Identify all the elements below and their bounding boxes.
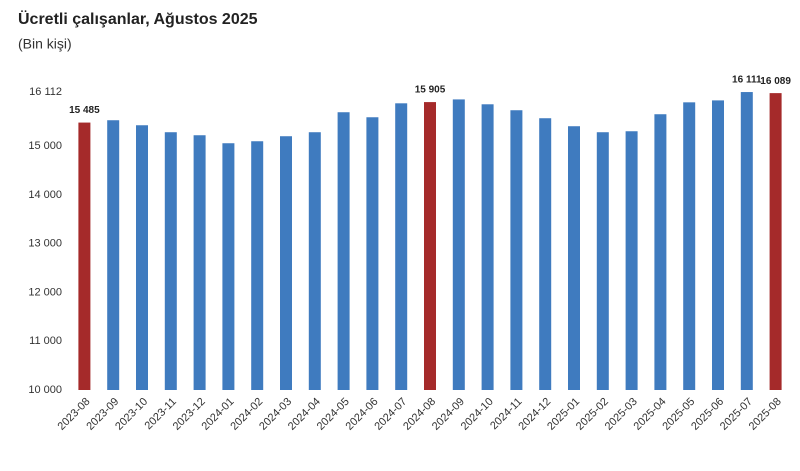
- bar: [107, 120, 120, 390]
- bar: [452, 99, 465, 390]
- bar: [164, 132, 177, 390]
- chart-subtitle: (Bin kişi): [18, 36, 72, 52]
- bar: [625, 131, 638, 390]
- bar: [568, 126, 580, 390]
- bar: [136, 125, 148, 391]
- bar: [337, 112, 350, 391]
- bar: [596, 132, 609, 390]
- bar: [683, 102, 696, 390]
- x-tick-label: 2023-10: [113, 396, 150, 433]
- bar: [193, 135, 206, 390]
- value-label: 16 111: [732, 75, 762, 86]
- y-tick-label: 16 112: [29, 86, 62, 98]
- bar: [712, 100, 724, 391]
- value-label: 15 905: [415, 85, 446, 96]
- bar: [510, 110, 523, 390]
- chart-title: Ücretli çalışanlar, Ağustos 2025: [18, 9, 258, 28]
- y-tick-label: 10 000: [28, 384, 62, 396]
- bar: [424, 102, 436, 391]
- bar: [78, 122, 91, 391]
- bar: [366, 117, 379, 390]
- bar: [308, 132, 321, 390]
- value-label: 16 089: [760, 76, 791, 87]
- bar: [654, 114, 667, 391]
- bar: [395, 103, 408, 390]
- bar: [280, 136, 292, 390]
- value-label: 15 485: [69, 105, 100, 116]
- y-tick-label: 15 000: [28, 140, 62, 152]
- bar: [539, 118, 552, 390]
- x-tick-label: 2025-08: [747, 396, 784, 433]
- y-tick-label: 14 000: [28, 189, 62, 201]
- bar: [222, 143, 235, 390]
- y-tick-label: 12 000: [28, 286, 62, 298]
- bar: [740, 92, 753, 390]
- y-tick-label: 11 000: [29, 335, 62, 347]
- bar: [481, 104, 494, 390]
- bar: [769, 93, 782, 390]
- y-tick-label: 13 000: [28, 238, 62, 250]
- bar: [251, 141, 264, 390]
